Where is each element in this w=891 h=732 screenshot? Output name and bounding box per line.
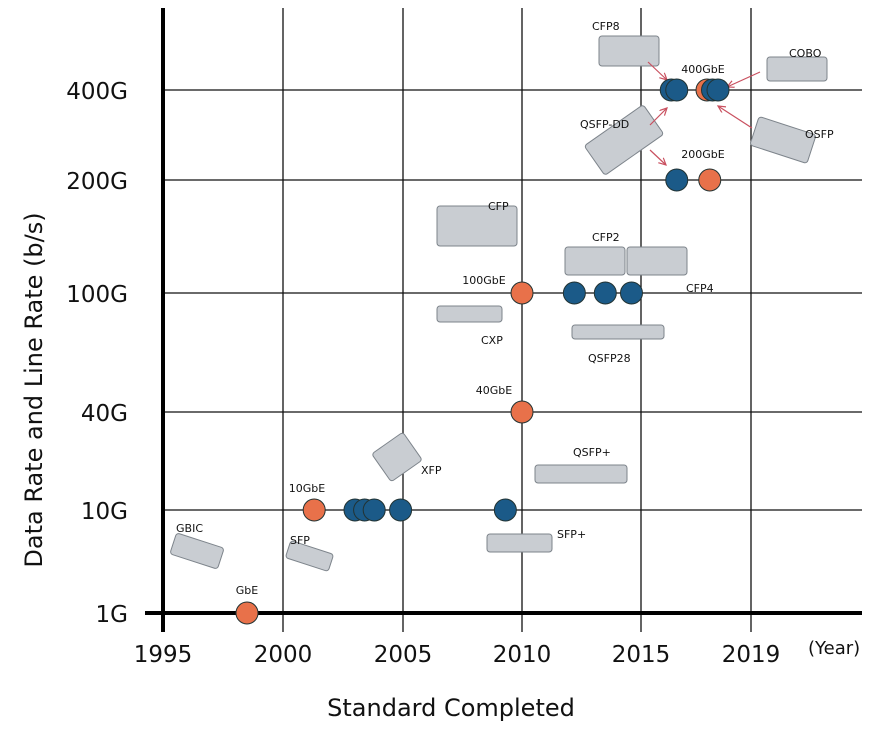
x-axis-title: Standard Completed <box>327 694 575 722</box>
x-unit-label: (Year) <box>808 638 860 659</box>
annotation-fourhundredgbe: 400GbE <box>681 63 725 76</box>
x-tick-label: 1995 <box>134 642 193 668</box>
x-tick-label: 2005 <box>374 642 433 668</box>
module-label: QSFP-DD <box>580 118 629 131</box>
data-point-data-rate <box>698 168 722 192</box>
y-axis-title: Data Rate and Line Rate (b/s) <box>20 212 48 567</box>
module-label: XFP <box>421 464 442 477</box>
module-label: SFP+ <box>557 528 586 541</box>
annotation-fortygbe: 40GbE <box>476 384 513 397</box>
module-label: QSFP28 <box>588 352 631 365</box>
annotation-gbe: GbE <box>236 584 259 597</box>
module-image-osfp <box>750 116 816 164</box>
module-label: CFP8 <box>592 20 620 33</box>
arrow <box>647 61 667 80</box>
data-point-line-rate <box>665 78 689 102</box>
data-point-data-rate <box>510 400 534 424</box>
y-tick-label: 10G <box>81 499 128 525</box>
data-point-data-rate <box>235 601 259 625</box>
data-point-line-rate <box>593 281 617 305</box>
y-tick-label: 1G <box>96 602 128 628</box>
module-image-cobo <box>766 56 828 82</box>
annotation-tengbe: 10GbE <box>289 482 326 495</box>
module-label: GBIC <box>176 522 203 535</box>
data-points <box>235 78 730 625</box>
module-image-cxp <box>436 305 503 323</box>
data-point-line-rate <box>706 78 730 102</box>
module-label: QSFP+ <box>573 446 611 459</box>
data-point-data-rate <box>510 281 534 305</box>
module-image-gbic <box>170 533 224 569</box>
x-tick-label: 2000 <box>254 642 313 668</box>
module-label: OSFP <box>805 128 834 141</box>
arrows <box>647 61 761 165</box>
arrow <box>649 149 666 165</box>
module-image-qsfp-dd <box>584 105 664 175</box>
labels: GBIC SFP XFP SFP+ QSFP+ CFP CXP CFP2 CFP4 QSFP28 C… <box>176 20 834 597</box>
module-image-sfp- <box>486 533 553 553</box>
y-tick-label: 400G <box>66 79 128 105</box>
module-image-cfp2 <box>564 246 626 276</box>
module-image-cfp8 <box>598 35 660 67</box>
x-tick-label: 2015 <box>612 642 671 668</box>
module-label: CFP4 <box>686 282 714 295</box>
module-label: CXP <box>481 334 503 347</box>
data-point-line-rate <box>362 498 386 522</box>
module-label: CFP <box>488 200 509 213</box>
annotation-hundredgbe: 100GbE <box>462 274 506 287</box>
data-point-line-rate <box>619 281 643 305</box>
data-point-line-rate <box>493 498 517 522</box>
y-tick-label: 200G <box>66 169 128 195</box>
module-image-sfp <box>285 540 334 572</box>
data-point-data-rate <box>302 498 326 522</box>
module-label: CFP2 <box>592 231 620 244</box>
module-images <box>170 35 828 572</box>
arrow <box>718 106 753 129</box>
grid: 1995 2000 2005 2010 2015 2019 1G 10G 40G 100G 200G… <box>66 8 862 668</box>
arrow <box>649 108 667 126</box>
x-tick-label: 2010 <box>493 642 552 668</box>
y-tick-label: 40G <box>81 401 128 427</box>
module-label: COBO <box>789 47 822 60</box>
data-point-line-rate <box>562 281 586 305</box>
module-label: SFP <box>290 534 310 547</box>
module-image-cfp4 <box>626 246 688 276</box>
annotation-twohundredgbe: 200GbE <box>681 148 725 161</box>
data-point-line-rate <box>665 168 689 192</box>
x-tick-label: 2019 <box>722 642 781 668</box>
arrow <box>727 71 761 87</box>
data-point-line-rate <box>389 498 413 522</box>
module-image-cfp <box>436 205 518 247</box>
module-image-xfp <box>372 432 422 482</box>
y-tick-label: 100G <box>66 282 128 308</box>
module-image-qsfp28 <box>571 324 665 340</box>
module-image-qsfp- <box>534 464 628 484</box>
